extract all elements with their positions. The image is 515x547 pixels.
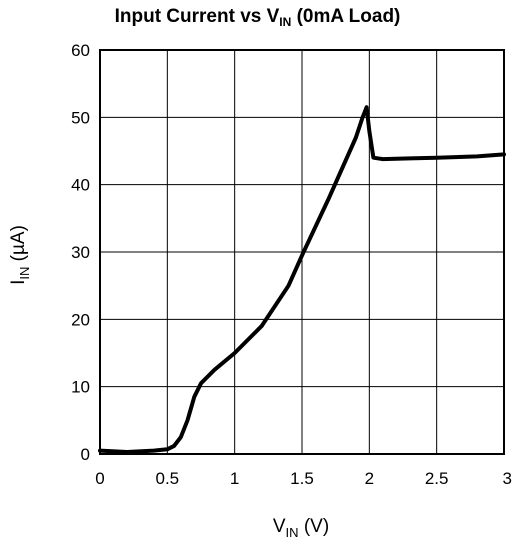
x-tick-label: 0 [95,469,104,488]
x-tick-label: 2.5 [425,469,449,488]
y-tick-label: 0 [81,445,90,464]
x-tick-label: 3 [503,469,512,488]
y-tick-label: 20 [71,310,90,329]
x-tick-label: 1 [230,469,239,488]
y-tick-label: 60 [71,41,90,60]
y-tick-label: 50 [71,108,90,127]
y-tick-labels: 0 10 20 30 40 50 60 [71,41,90,464]
plot-frame [99,49,505,455]
chart-title: Input Current vs VIN (0mA Load) [114,6,401,29]
x-tick-label: 0.5 [156,469,180,488]
x-tick-labels: 0 0.5 1 1.5 2 2.5 3 [95,469,512,488]
y-tick-label: 30 [71,243,90,262]
x-tick-label: 2 [365,469,374,488]
series-line [98,105,506,454]
y-tick-label: 40 [71,176,90,195]
x-tick-label: 1.5 [290,469,314,488]
y-axis-label: IIN (µA) [8,225,32,285]
y-tick-label: 10 [71,378,90,397]
x-axis-label: VIN (V) [272,516,330,540]
